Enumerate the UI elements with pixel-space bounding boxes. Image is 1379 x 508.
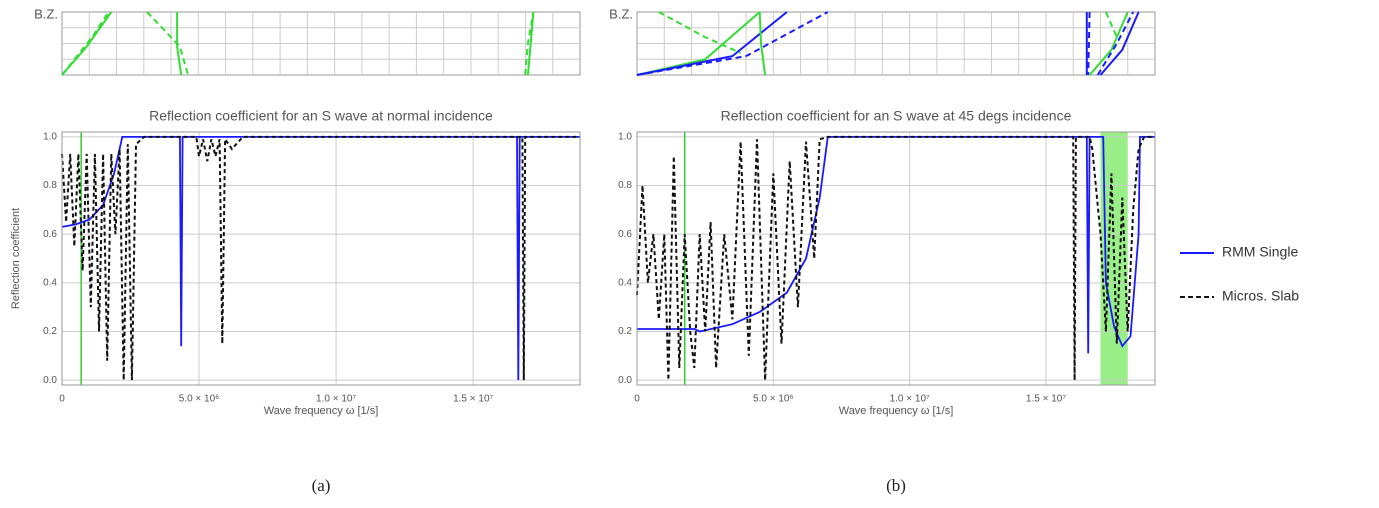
inset-label: B.Z. bbox=[34, 6, 58, 21]
y-axis-label: Reflection coefficient bbox=[10, 208, 22, 309]
chart-title: Reflection coefficient for an S wave at … bbox=[149, 108, 493, 124]
y-tick-label: 0.6 bbox=[618, 229, 632, 240]
x-tick-label: 5.0 × 10⁶ bbox=[179, 394, 220, 405]
plot-border bbox=[636, 131, 1156, 386]
inset-line bbox=[658, 11, 742, 54]
inset-line bbox=[1096, 11, 1135, 76]
y-tick-label: 1.0 bbox=[618, 132, 632, 143]
x-tick-label: 0 bbox=[59, 394, 65, 405]
inset-line bbox=[636, 11, 829, 76]
data-line bbox=[636, 135, 1155, 381]
y-tick-label: 0.0 bbox=[43, 375, 57, 386]
inset-line bbox=[1104, 11, 1118, 38]
inset-line bbox=[524, 11, 535, 76]
legend-label: Micros. Slab bbox=[1222, 288, 1299, 304]
inset-line bbox=[146, 11, 190, 76]
caption: (a) bbox=[312, 476, 331, 495]
y-tick-label: 0.6 bbox=[43, 229, 57, 240]
y-tick-label: 0.4 bbox=[43, 277, 57, 288]
y-tick-label: 0.8 bbox=[618, 180, 632, 191]
plot-frame bbox=[62, 132, 580, 385]
x-tick-label: 5.0 × 10⁶ bbox=[753, 394, 794, 405]
x-tick-label: 1.5 × 10⁷ bbox=[1026, 394, 1066, 405]
x-tick-label: 1.5 × 10⁷ bbox=[453, 394, 493, 405]
x-tick-label: 0 bbox=[634, 394, 640, 405]
inset-label: B.Z. bbox=[609, 6, 633, 21]
y-tick-label: 0.2 bbox=[43, 326, 57, 337]
x-axis-label: Wave frequency ω [1/s] bbox=[839, 405, 954, 417]
inset-line bbox=[758, 11, 767, 76]
caption: (b) bbox=[886, 476, 906, 495]
inset-line bbox=[176, 12, 183, 76]
y-tick-label: 0.8 bbox=[43, 180, 57, 191]
y-tick-label: 0.4 bbox=[618, 277, 632, 288]
y-tick-label: 1.0 bbox=[43, 132, 57, 143]
inset-line bbox=[1099, 11, 1140, 76]
data-line bbox=[61, 135, 580, 381]
inset-line bbox=[1087, 11, 1091, 76]
x-tick-label: 1.0 × 10⁷ bbox=[316, 394, 356, 405]
y-tick-label: 0.0 bbox=[618, 375, 632, 386]
inset-line bbox=[1088, 11, 1129, 76]
x-tick-label: 1.0 × 10⁷ bbox=[890, 394, 930, 405]
chart-title: Reflection coefficient for an S wave at … bbox=[721, 108, 1072, 124]
y-tick-label: 0.2 bbox=[618, 326, 632, 337]
legend-label: RMM Single bbox=[1222, 244, 1298, 260]
plot-frame bbox=[637, 132, 1155, 385]
plot-border bbox=[61, 131, 581, 386]
data-line bbox=[637, 136, 1155, 354]
x-axis-label: Wave frequency ω [1/s] bbox=[264, 405, 379, 417]
